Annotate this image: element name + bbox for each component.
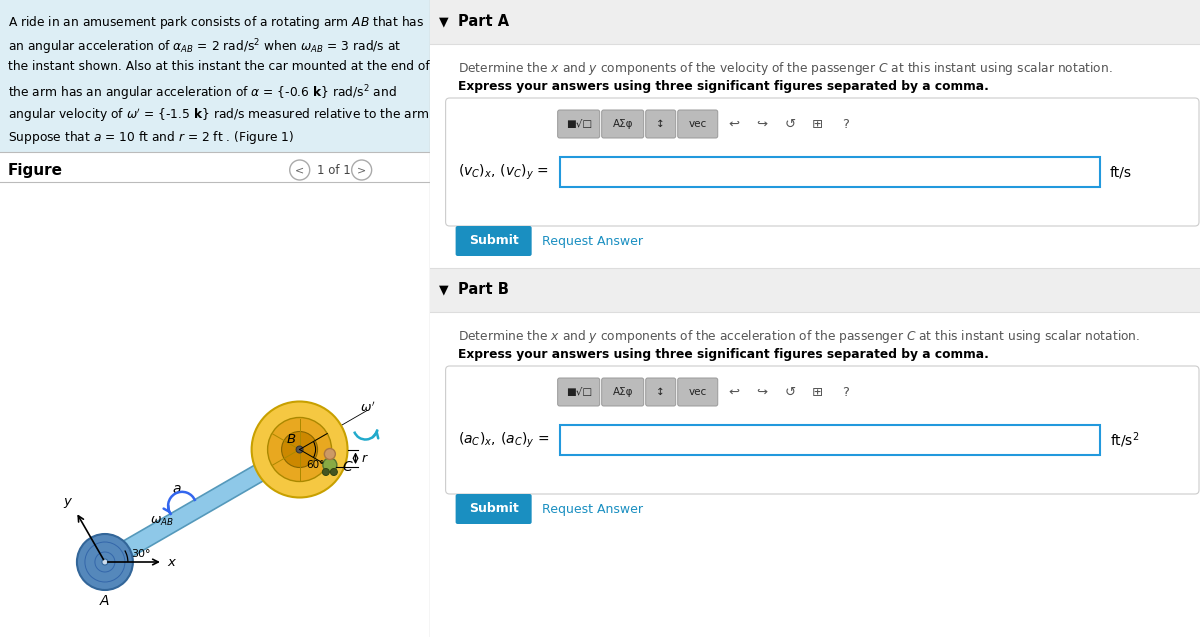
Text: ft/s$^2$: ft/s$^2$	[1110, 430, 1140, 450]
Text: Express your answers using three significant figures separated by a comma.: Express your answers using three signifi…	[457, 80, 989, 93]
Text: Part A: Part A	[457, 15, 509, 29]
Text: the instant shown. Also at this instant the car mounted at the end of: the instant shown. Also at this instant …	[8, 60, 430, 73]
FancyBboxPatch shape	[0, 0, 430, 152]
Circle shape	[330, 468, 337, 475]
Text: <: <	[295, 165, 305, 175]
Text: ⊞: ⊞	[812, 117, 823, 131]
Text: Part B: Part B	[457, 282, 509, 297]
Text: Determine the $x$ and $y$ components of the acceleration of the passenger $C$ at: Determine the $x$ and $y$ components of …	[457, 328, 1140, 345]
Text: Submit: Submit	[469, 503, 518, 515]
Text: the arm has an angular acceleration of $\alpha$ = {-0.6 $\mathbf{k}$} rad/s$^2$ : the arm has an angular acceleration of $…	[8, 83, 397, 103]
Text: $\omega'$: $\omega'$	[360, 400, 374, 415]
FancyBboxPatch shape	[601, 110, 643, 138]
FancyBboxPatch shape	[558, 110, 600, 138]
Circle shape	[77, 534, 133, 590]
FancyBboxPatch shape	[430, 0, 1200, 44]
Text: ?: ?	[842, 117, 850, 131]
Text: Submit: Submit	[469, 234, 518, 248]
Text: ↺: ↺	[785, 385, 796, 399]
Text: ↪: ↪	[756, 117, 767, 131]
Circle shape	[282, 431, 318, 468]
Text: ↩: ↩	[728, 385, 739, 399]
Circle shape	[324, 448, 335, 459]
FancyBboxPatch shape	[456, 494, 532, 524]
Text: $x$: $x$	[167, 555, 178, 568]
FancyBboxPatch shape	[559, 425, 1100, 455]
FancyBboxPatch shape	[445, 366, 1199, 494]
Text: $y$: $y$	[62, 496, 73, 510]
Text: $A$: $A$	[100, 594, 110, 608]
Text: Express your answers using three significant figures separated by a comma.: Express your answers using three signifi…	[457, 348, 989, 361]
FancyBboxPatch shape	[559, 157, 1100, 187]
Circle shape	[102, 559, 108, 565]
Text: an angular acceleration of $\alpha_{AB}$ = 2 rad/s$^2$ when $\omega_{AB}$ = 3 ra: an angular acceleration of $\alpha_{AB}$…	[8, 37, 401, 57]
Text: $r$: $r$	[360, 452, 368, 465]
Circle shape	[296, 446, 304, 453]
Text: ■√□: ■√□	[565, 387, 592, 397]
Text: ⊞: ⊞	[812, 385, 823, 399]
FancyBboxPatch shape	[558, 378, 600, 406]
Text: 60°: 60°	[306, 461, 325, 471]
FancyBboxPatch shape	[430, 0, 1200, 637]
Text: Request Answer: Request Answer	[541, 234, 643, 248]
FancyBboxPatch shape	[445, 98, 1199, 226]
Polygon shape	[101, 441, 304, 569]
Text: >: >	[358, 165, 366, 175]
Text: Figure: Figure	[8, 162, 62, 178]
Text: ■√□: ■√□	[565, 119, 592, 129]
Text: ?: ?	[842, 385, 850, 399]
FancyBboxPatch shape	[678, 110, 718, 138]
Circle shape	[352, 160, 372, 180]
Circle shape	[268, 417, 331, 482]
Text: Determine the $x$ and $y$ components of the velocity of the passenger $C$ at thi: Determine the $x$ and $y$ components of …	[457, 60, 1112, 77]
FancyBboxPatch shape	[430, 268, 1200, 312]
FancyBboxPatch shape	[646, 110, 676, 138]
Text: ↺: ↺	[785, 117, 796, 131]
Text: ▼: ▼	[439, 15, 449, 29]
Circle shape	[323, 468, 329, 475]
Circle shape	[252, 401, 348, 497]
Text: A ride in an amusement park consists of a rotating arm $\mathit{AB}$ that has: A ride in an amusement park consists of …	[8, 14, 425, 31]
Text: ↕: ↕	[656, 387, 665, 397]
Text: $(a_C)_x, \, (a_C)_y$ =: $(a_C)_x, \, (a_C)_y$ =	[457, 431, 550, 450]
Text: 1 of 1: 1 of 1	[317, 164, 350, 176]
FancyBboxPatch shape	[456, 226, 532, 256]
Text: $(v_C)_x, \, (v_C)_y$ =: $(v_C)_x, \, (v_C)_y$ =	[457, 162, 548, 182]
Text: $a$: $a$	[172, 482, 181, 496]
Text: vec: vec	[689, 119, 707, 129]
Text: ↩: ↩	[728, 117, 739, 131]
Text: 30°: 30°	[131, 549, 150, 559]
Text: $C$: $C$	[342, 460, 354, 474]
Text: ΑΣφ: ΑΣφ	[612, 387, 632, 397]
Circle shape	[323, 458, 337, 472]
FancyBboxPatch shape	[678, 378, 718, 406]
Text: vec: vec	[689, 387, 707, 397]
Text: $\omega_{AB}$: $\omega_{AB}$	[150, 515, 174, 528]
Text: ↪: ↪	[756, 385, 767, 399]
Text: ft/s: ft/s	[1110, 165, 1132, 179]
FancyBboxPatch shape	[646, 378, 676, 406]
Text: ↕: ↕	[656, 119, 665, 129]
Text: $B$: $B$	[287, 433, 296, 446]
Text: Suppose that $a$ = 10 ft and $r$ = 2 ft . (Figure 1): Suppose that $a$ = 10 ft and $r$ = 2 ft …	[8, 129, 294, 146]
Circle shape	[289, 160, 310, 180]
Text: ΑΣφ: ΑΣφ	[612, 119, 632, 129]
Text: Request Answer: Request Answer	[541, 503, 643, 515]
Text: ▼: ▼	[439, 283, 449, 296]
Text: angular velocity of $\omega'$ = {-1.5 $\mathbf{k}$} rad/s measured relative to t: angular velocity of $\omega'$ = {-1.5 $\…	[8, 106, 433, 124]
FancyBboxPatch shape	[601, 378, 643, 406]
